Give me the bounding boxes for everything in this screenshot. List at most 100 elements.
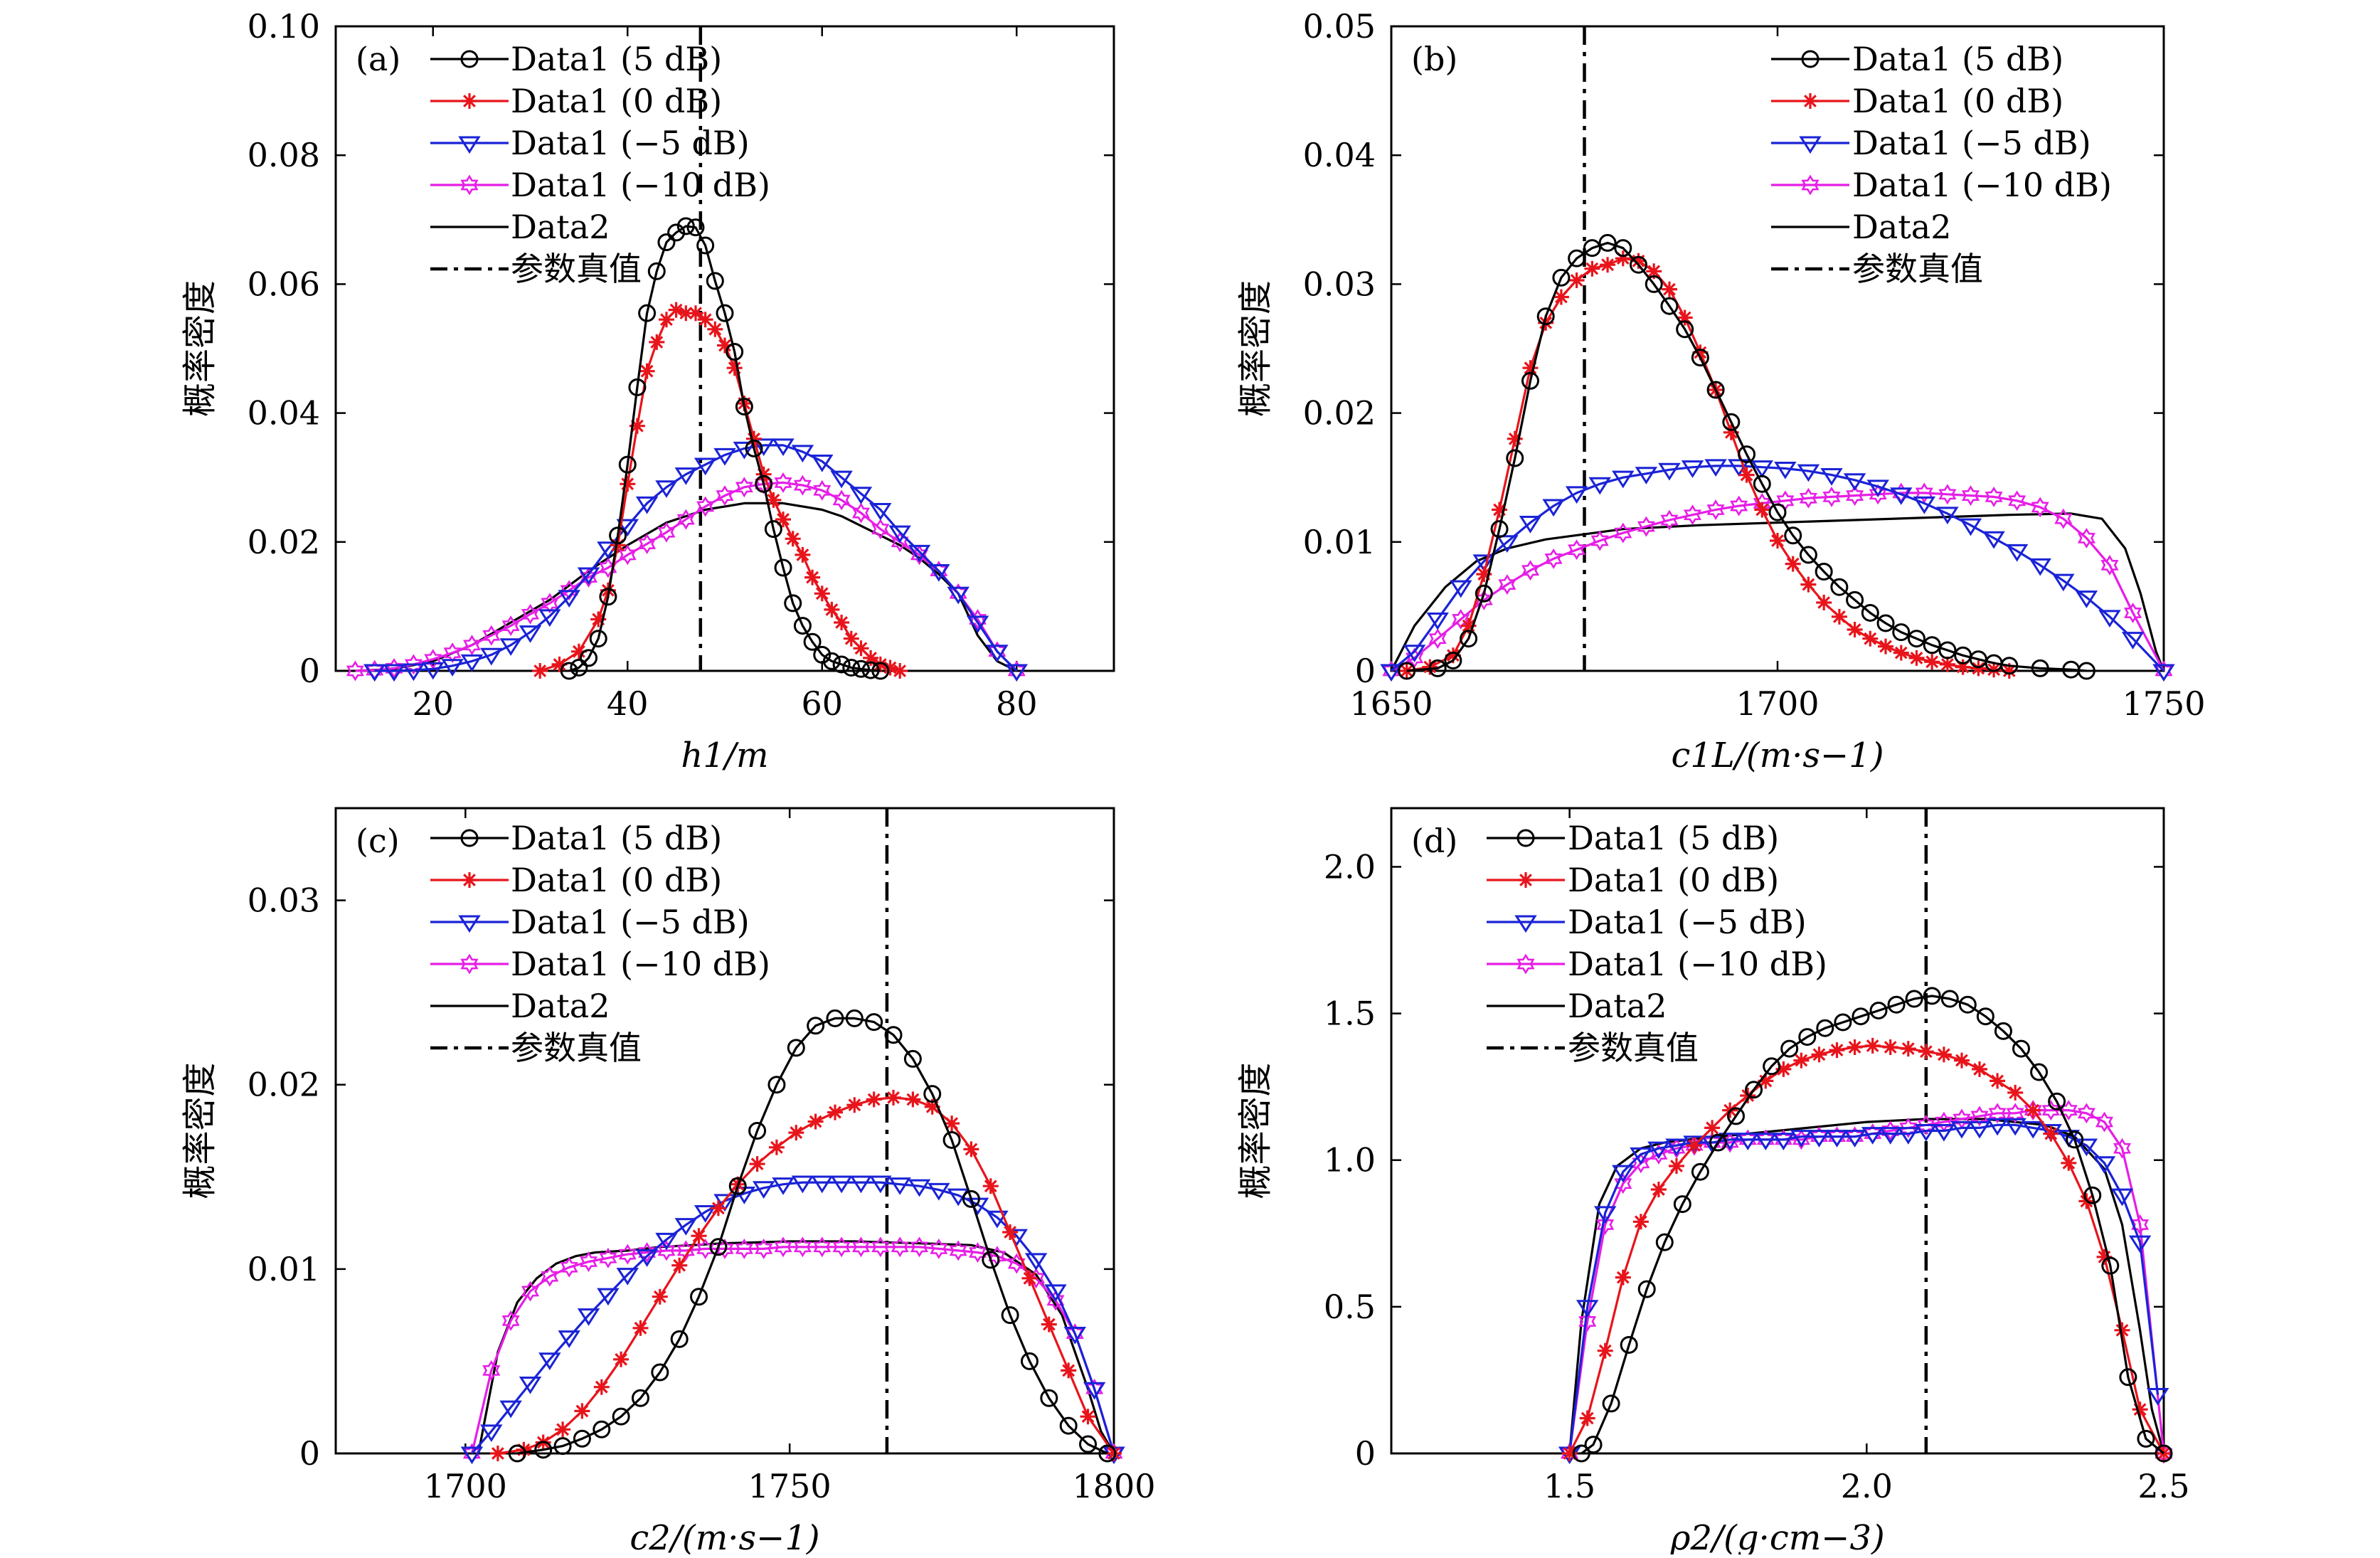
data-point <box>1897 1127 1920 1145</box>
data-point <box>499 1400 522 1419</box>
data-point <box>482 625 501 646</box>
data-point <box>1754 502 1770 518</box>
data-point <box>1578 1311 1597 1332</box>
data-point <box>888 1177 911 1195</box>
data-point <box>1615 250 1631 267</box>
data-point <box>1982 531 2005 549</box>
data-point <box>969 609 987 630</box>
data-point <box>709 1238 728 1256</box>
legend-label: Data1 (5 dB) <box>1568 819 1779 857</box>
legend-label: Data1 (0 dB) <box>1568 861 1779 899</box>
data-point <box>843 630 859 647</box>
data-point <box>791 1175 814 1194</box>
y-tick-label: 0.02 <box>248 1066 320 1104</box>
data-point <box>647 262 666 280</box>
data-point <box>534 1441 553 1459</box>
legend-label: Data1 (5 dB) <box>511 40 722 78</box>
data-point <box>849 487 873 504</box>
data-point <box>1521 560 1540 581</box>
data-point <box>696 496 715 517</box>
data-point <box>1913 496 1936 514</box>
y-axis-label: 概率密度 <box>180 1062 220 1199</box>
data-point <box>1676 320 1694 339</box>
data-point <box>2083 1186 2102 1204</box>
data-point <box>1704 1120 1721 1136</box>
data-point <box>1811 1046 1827 1063</box>
data-point <box>2132 1401 2148 1418</box>
data-point <box>2031 659 2049 677</box>
series-line <box>497 1096 1115 1455</box>
data-point <box>2075 1138 2098 1157</box>
data-point <box>903 1049 922 1068</box>
data-point <box>869 502 892 521</box>
series-line <box>1390 465 2165 672</box>
data-point <box>1552 268 1571 287</box>
series-data2 <box>1390 512 2165 672</box>
data-point <box>441 659 464 677</box>
legend-marker <box>462 93 477 109</box>
data-point <box>905 1091 921 1108</box>
data-point <box>1044 1284 1067 1303</box>
data-point <box>1751 460 1774 478</box>
data-point <box>1600 257 1616 273</box>
data-point <box>735 477 753 498</box>
series-data1_m5 <box>1380 459 2175 682</box>
data-point <box>1614 1173 1632 1194</box>
data-point <box>892 663 908 679</box>
data-point <box>1576 1300 1599 1318</box>
data-point <box>553 1437 572 1456</box>
data-point <box>748 1122 767 1140</box>
data-point <box>1887 995 1906 1014</box>
data-point <box>861 661 880 679</box>
data-point <box>1544 548 1563 569</box>
data-point <box>813 479 832 501</box>
data-point <box>1970 1106 1989 1127</box>
legend-label: Data1 (−5 dB) <box>511 903 750 941</box>
data-point <box>891 531 909 553</box>
data-point <box>735 398 753 416</box>
x-tick-label: 1750 <box>2122 684 2205 723</box>
data-point <box>404 654 423 675</box>
legend-label: 参数真值 <box>511 1029 642 1067</box>
data-point <box>2121 632 2145 650</box>
data-point <box>784 594 802 613</box>
data-point <box>1706 381 1725 399</box>
series-data1_m5 <box>460 1175 1125 1465</box>
data-point <box>1918 1044 1934 1060</box>
data-point <box>1876 614 1895 632</box>
data-point <box>807 1017 825 1035</box>
data-point <box>1869 1001 1888 1019</box>
data-point <box>1538 314 1554 331</box>
series-data1_m10 <box>346 472 1026 682</box>
data-point <box>803 632 822 651</box>
data-point <box>2146 1387 2169 1406</box>
data-point <box>1583 239 1601 258</box>
data-point <box>1645 275 1663 293</box>
data-point <box>768 1139 785 1155</box>
data-point <box>814 585 830 602</box>
data-point <box>774 558 792 577</box>
data-point <box>1907 630 1925 648</box>
data-point <box>863 650 879 666</box>
data-point <box>1677 309 1693 326</box>
data-point <box>1040 1389 1058 1407</box>
legend-marker <box>462 872 477 888</box>
data-point <box>2077 662 2095 680</box>
y-tick-label: 0.04 <box>1303 136 1376 174</box>
data-point <box>1862 630 1879 647</box>
legend-label: Data1 (−10 dB) <box>511 945 770 983</box>
data-point <box>944 1115 960 1132</box>
data-point <box>577 567 600 585</box>
data-point <box>2096 1249 2113 1265</box>
legend-marker <box>460 174 479 196</box>
series-line <box>355 502 1018 672</box>
data-point <box>521 603 540 625</box>
data-point <box>1001 1306 1019 1325</box>
data-point <box>795 546 811 563</box>
data-point <box>1681 460 1704 478</box>
data-point <box>1829 1042 1845 1059</box>
data-point <box>710 1200 726 1217</box>
data-point <box>826 1009 844 1027</box>
data-point <box>1972 1061 1987 1077</box>
